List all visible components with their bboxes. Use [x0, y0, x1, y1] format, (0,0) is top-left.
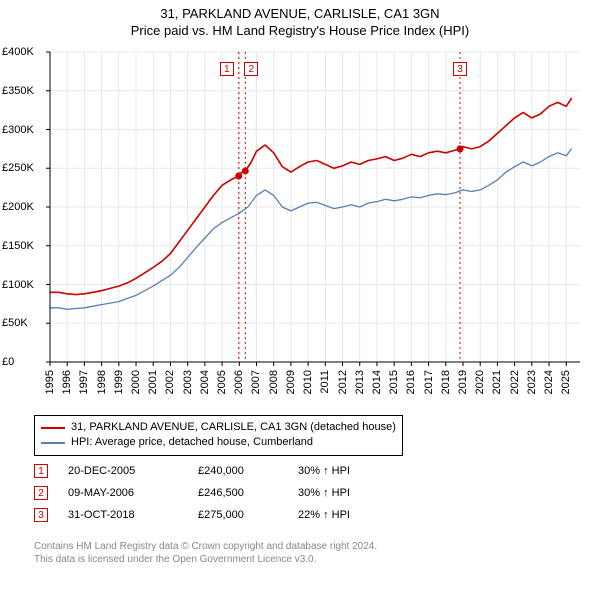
event-marker: 1 [220, 62, 234, 76]
legend-row: 31, PARKLAND AVENUE, CARLISLE, CA1 3GN (… [41, 420, 396, 435]
legend-swatch [41, 442, 65, 444]
event-labels: 12 3 [0, 0, 600, 420]
legend-label: HPI: Average price, detached house, Cumb… [71, 435, 313, 450]
legend: 31, PARKLAND AVENUE, CARLISLE, CA1 3GN (… [34, 415, 403, 456]
chart-container: 31, PARKLAND AVENUE, CARLISLE, CA1 3GN P… [0, 0, 600, 590]
sale-price: £240,000 [198, 465, 278, 477]
event-marker: 3 [453, 62, 467, 76]
sale-diff: 30% ↑ HPI [298, 487, 388, 499]
sale-diff: 30% ↑ HPI [298, 465, 388, 477]
sale-date: 09-MAY-2006 [68, 487, 178, 499]
sale-date: 31-OCT-2018 [68, 509, 178, 521]
sale-marker: 2 [34, 486, 48, 500]
footer: Contains HM Land Registry data © Crown c… [34, 540, 377, 566]
sale-row: 1 20-DEC-2005 £240,000 30% ↑ HPI [34, 460, 388, 482]
sale-row: 3 31-OCT-2018 £275,000 22% ↑ HPI [34, 504, 388, 526]
sale-price: £246,500 [198, 487, 278, 499]
sale-marker: 3 [34, 508, 48, 522]
sale-price: £275,000 [198, 509, 278, 521]
sale-row: 2 09-MAY-2006 £246,500 30% ↑ HPI [34, 482, 388, 504]
sales-table: 1 20-DEC-2005 £240,000 30% ↑ HPI 2 09-MAY-200… [34, 460, 388, 526]
footer-line-1: Contains HM Land Registry data © Crown c… [34, 540, 377, 553]
footer-line-2: This data is licensed under the Open Gov… [34, 553, 377, 566]
legend-row: HPI: Average price, detached house, Cumb… [41, 435, 396, 450]
event-marker: 2 [244, 62, 258, 76]
sale-marker: 1 [34, 464, 48, 478]
sale-diff: 22% ↑ HPI [298, 509, 388, 521]
sale-date: 20-DEC-2005 [68, 465, 178, 477]
legend-label: 31, PARKLAND AVENUE, CARLISLE, CA1 3GN (… [71, 420, 396, 435]
legend-swatch [41, 427, 65, 429]
